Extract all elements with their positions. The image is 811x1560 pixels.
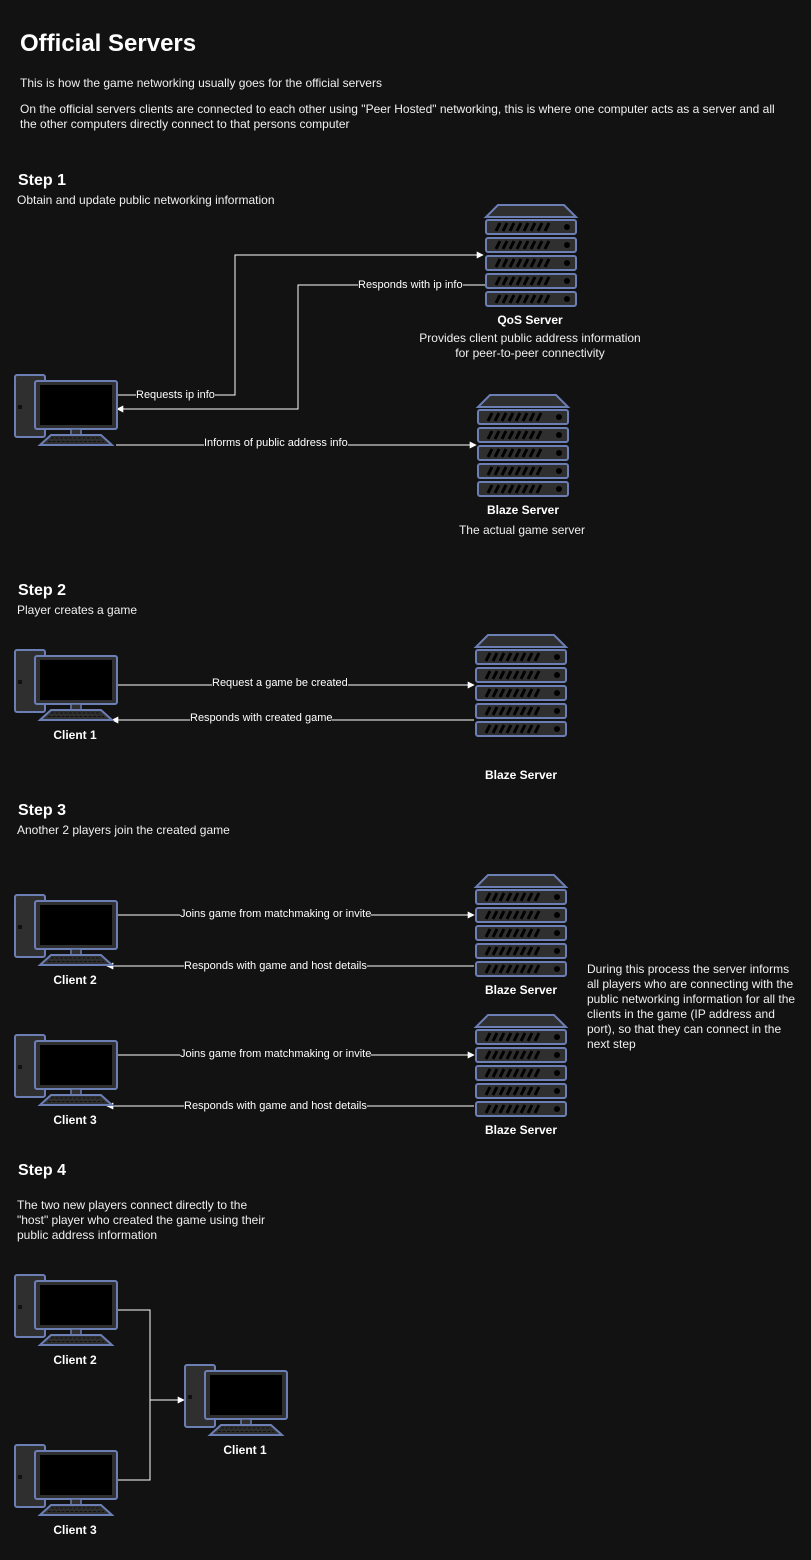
step3-client3-label: Client 3 [53,1113,97,1127]
step4-client2-label: Client 2 [53,1353,97,1367]
server-icon [474,633,568,738]
qos-server-description: Provides client public address informati… [419,331,641,360]
page-title: Official Servers [20,30,197,57]
blaze-server-label: Blaze Server [486,503,560,517]
server-icon [484,203,578,308]
computer-icon [14,894,118,966]
edge-requests-ip-info [116,251,484,396]
edge-label-client2-joins: Joins game from matchmaking or invite [180,908,372,920]
computer-icon [14,1444,118,1516]
computer-icon [14,374,118,446]
edge-label-responds-ip-info: Responds with ip info [358,279,463,291]
server-icon [474,1013,568,1118]
qos-server-label: QoS Server [497,313,563,327]
step3-blaze-server-label-2: Blaze Server [484,1123,558,1137]
step4-subtitle: The two new players connect directly to … [17,1198,265,1242]
step4-heading: Step 4 [18,1162,67,1179]
computer-icon [14,1034,118,1106]
intro-text-1: This is how the game networking usually … [20,76,382,90]
step3-subtitle: Another 2 players join the created game [17,823,230,837]
edge-label-informs-public-address: Informs of public address info [204,437,348,449]
edge-label-request-game-created: Request a game be created [212,677,348,689]
computer-icon [14,1274,118,1346]
intro-text-2: On the official servers clients are conn… [20,102,775,131]
computer-icon [184,1364,288,1436]
edge-label-requests-ip-info: Requests ip info [136,389,215,401]
step1-subtitle: Obtain and update public networking info… [17,193,275,207]
server-icon [476,393,570,498]
step2-client1-label: Client 1 [53,728,97,742]
edge-label-client3-response: Responds with game and host details [184,1100,367,1112]
step3-note: During this process the server informs a… [587,962,796,1051]
edge-client3-to-host [116,1400,151,1481]
computer-icon [14,649,118,721]
edge-label-client3-joins: Joins game from matchmaking or invite [180,1048,372,1060]
step3-client2-label: Client 2 [53,973,97,987]
step1-heading: Step 1 [18,172,67,189]
edge-label-responds-created-game: Responds with created game [190,712,333,724]
blaze-server-description: The actual game server [458,523,586,537]
step3-heading: Step 3 [18,802,67,819]
step4-client1-label: Client 1 [223,1443,267,1457]
step2-subtitle: Player creates a game [17,603,138,617]
step4-client3-label: Client 3 [53,1523,97,1537]
step3-blaze-server-label-1: Blaze Server [484,983,558,997]
edge-client2-to-host [116,1309,185,1404]
server-icon [474,873,568,978]
edge-label-client2-response: Responds with game and host details [184,960,367,972]
step2-blaze-server-label: Blaze Server [484,768,558,782]
step2-heading: Step 2 [18,582,67,599]
